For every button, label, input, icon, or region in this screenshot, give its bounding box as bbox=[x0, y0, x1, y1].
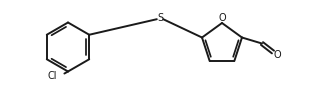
Text: S: S bbox=[157, 13, 163, 23]
Text: O: O bbox=[218, 13, 226, 23]
Text: Cl: Cl bbox=[48, 71, 58, 81]
Text: O: O bbox=[274, 49, 282, 59]
